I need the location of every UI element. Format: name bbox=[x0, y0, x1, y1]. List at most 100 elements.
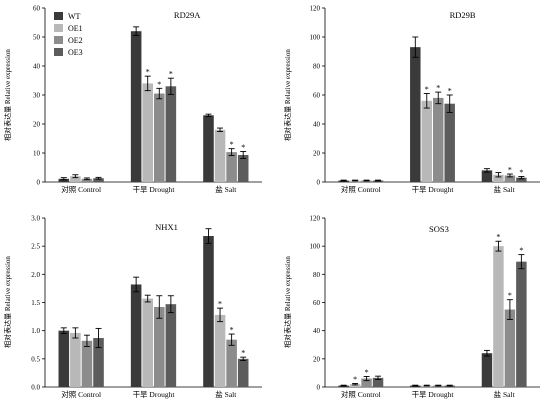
bar-wt-1 bbox=[130, 284, 142, 387]
y-axis-label: 相对表达量 Relative expression bbox=[3, 256, 12, 348]
bar-oe3-2 bbox=[237, 155, 249, 182]
significance-star: * bbox=[230, 140, 234, 149]
bar-wt-1 bbox=[410, 47, 421, 183]
bar-wt-1 bbox=[130, 31, 142, 183]
y-tick-label: 60 bbox=[313, 92, 321, 100]
bar-oe2-1 bbox=[154, 93, 165, 182]
legend-label: OE3 bbox=[68, 48, 83, 57]
y-tick-label: 20 bbox=[33, 121, 41, 129]
significance-star: * bbox=[448, 87, 452, 96]
legend-swatch bbox=[54, 36, 63, 44]
significance-star: * bbox=[365, 368, 369, 377]
x-tick-label: 盐 Salt bbox=[494, 389, 516, 399]
significance-star: * bbox=[519, 168, 523, 177]
significance-star: * bbox=[241, 349, 245, 358]
x-tick-label: 干旱 Drought bbox=[133, 185, 176, 194]
chart-panel-rd29b: 0 20 40 60 80 100 120 相对表达量 Relative expression… bbox=[283, 5, 540, 194]
chart-title: NHX1 bbox=[155, 222, 178, 232]
y-tick-label: 100 bbox=[310, 34, 321, 42]
bar-oe1-0 bbox=[70, 332, 81, 387]
legend-label: OE1 bbox=[68, 24, 83, 33]
y-tick-label: 0.5 bbox=[31, 355, 40, 363]
y-tick-label: 10 bbox=[33, 150, 41, 158]
significance-star: * bbox=[230, 326, 234, 335]
bar-oe1-0 bbox=[349, 384, 361, 387]
y-tick-label: 120 bbox=[310, 5, 321, 13]
x-tick-label: 对照 Control bbox=[341, 389, 381, 399]
bar-oe1-1 bbox=[142, 83, 153, 182]
bar-oe2-1 bbox=[154, 307, 165, 387]
legend-label: OE2 bbox=[68, 36, 83, 45]
y-tick-label: 3.0 bbox=[31, 215, 40, 223]
y-tick-label: 2.0 bbox=[31, 271, 40, 279]
significance-star: * bbox=[496, 233, 500, 242]
bar-wt-2 bbox=[481, 170, 493, 182]
significance-star: * bbox=[508, 166, 512, 175]
significance-star: * bbox=[241, 143, 245, 152]
significance-star: * bbox=[519, 246, 523, 255]
y-tick-label: 0 bbox=[317, 384, 321, 392]
bar-oe2-2 bbox=[504, 175, 516, 182]
x-tick-label: 对照 Control bbox=[341, 184, 381, 194]
bar-oe3-0 bbox=[93, 178, 104, 182]
chart-title: RD29A bbox=[174, 10, 201, 20]
bar-oe2-1 bbox=[433, 97, 444, 182]
y-axis-label: 相对表达量 Relative expression bbox=[283, 256, 292, 348]
y-tick-label: 0 bbox=[317, 179, 321, 187]
y-tick-label: 80 bbox=[313, 63, 321, 71]
significance-star: * bbox=[169, 70, 173, 79]
bar-oe3-1 bbox=[444, 103, 455, 182]
bar-oe1-1 bbox=[421, 100, 432, 182]
y-tick-label: 50 bbox=[33, 34, 41, 42]
bar-wt-2 bbox=[203, 236, 214, 387]
chart-title: RD29B bbox=[450, 10, 476, 20]
y-tick-label: 40 bbox=[33, 63, 41, 71]
y-tick-label: 20 bbox=[313, 355, 321, 363]
bar-oe3-0 bbox=[372, 377, 384, 387]
y-tick-label: 80 bbox=[313, 271, 321, 279]
y-tick-label: 2.5 bbox=[31, 243, 40, 251]
chart-panel-sos3: 0 20 40 60 80 100 120 相对表达量 Relative expression… bbox=[283, 215, 540, 399]
y-tick-label: 1.0 bbox=[31, 327, 40, 335]
bar-oe2-2 bbox=[504, 309, 516, 387]
x-tick-label: 干旱 Drought bbox=[412, 185, 455, 194]
legend-label: WT bbox=[68, 12, 81, 21]
x-tick-label: 盐 Salt bbox=[215, 184, 237, 194]
bar-oe3-2 bbox=[237, 358, 249, 387]
significance-star: * bbox=[425, 85, 429, 94]
y-tick-label: 30 bbox=[33, 92, 41, 100]
bar-oe3-2 bbox=[516, 261, 527, 387]
chart-panel-nhx1: 0.0 0.5 1.0 1.5 2.0 2.5 3.0 相对表达量 Relative expr… bbox=[3, 215, 262, 399]
legend-swatch bbox=[54, 48, 63, 56]
x-tick-label: 盐 Salt bbox=[494, 184, 516, 194]
significance-star: * bbox=[218, 300, 222, 309]
significance-star: * bbox=[508, 291, 512, 300]
significance-star: * bbox=[353, 375, 357, 384]
x-tick-label: 对照 Control bbox=[61, 184, 101, 194]
bar-wt-2 bbox=[481, 353, 493, 387]
bar-oe3-1 bbox=[165, 86, 177, 182]
y-tick-label: 40 bbox=[313, 327, 321, 335]
y-tick-label: 60 bbox=[313, 299, 321, 307]
y-tick-label: 1.5 bbox=[31, 299, 40, 307]
significance-star: * bbox=[146, 68, 150, 77]
bar-oe1-2 bbox=[214, 314, 226, 387]
bar-oe2-0 bbox=[361, 378, 372, 387]
bar-oe1-1 bbox=[142, 298, 153, 387]
y-tick-label: 0 bbox=[37, 179, 41, 187]
chart-panel-rd29a: 0 10 20 30 40 50 60 相对表达量 Relative expression RD… bbox=[3, 5, 262, 194]
y-tick-label: 120 bbox=[310, 215, 321, 223]
x-tick-label: 盐 Salt bbox=[215, 389, 237, 399]
y-tick-label: 0.0 bbox=[31, 384, 40, 392]
legend-swatch bbox=[54, 24, 63, 32]
bar-oe2-2 bbox=[226, 152, 237, 182]
bar-oe1-0 bbox=[70, 176, 81, 182]
chart-title: SOS3 bbox=[429, 224, 449, 234]
significance-star: * bbox=[157, 80, 161, 89]
bar-oe3-1 bbox=[165, 304, 177, 387]
bar-oe1-2 bbox=[493, 246, 504, 387]
legend-swatch bbox=[54, 12, 63, 20]
bar-oe3-0 bbox=[93, 337, 104, 387]
y-tick-label: 60 bbox=[33, 5, 41, 13]
